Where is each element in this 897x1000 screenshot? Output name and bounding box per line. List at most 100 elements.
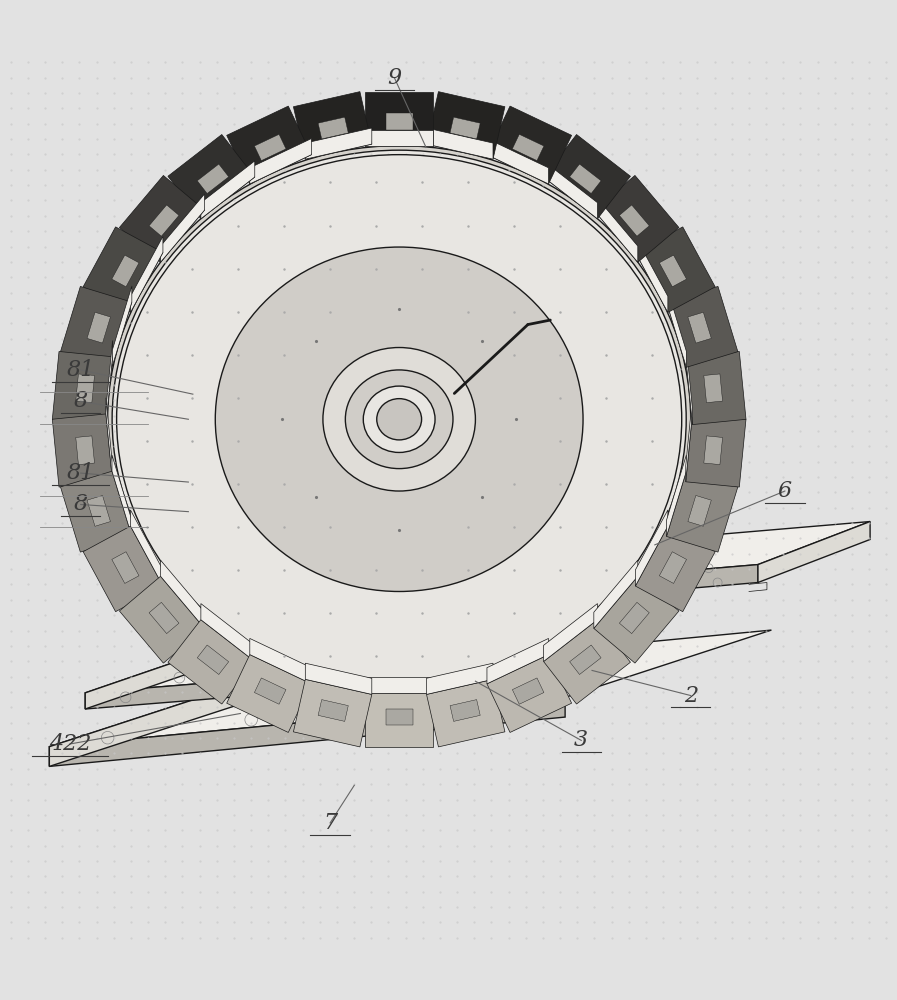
Polygon shape	[758, 522, 870, 583]
Polygon shape	[544, 620, 631, 704]
Polygon shape	[704, 374, 723, 403]
Polygon shape	[685, 341, 692, 425]
Polygon shape	[112, 552, 139, 583]
Polygon shape	[386, 709, 413, 725]
Polygon shape	[487, 638, 549, 684]
Polygon shape	[293, 679, 371, 747]
Polygon shape	[85, 639, 242, 709]
Polygon shape	[427, 663, 493, 694]
Polygon shape	[594, 175, 679, 262]
Text: 8: 8	[74, 390, 88, 412]
Polygon shape	[594, 194, 638, 262]
Polygon shape	[594, 560, 638, 628]
Polygon shape	[487, 655, 571, 732]
Polygon shape	[249, 139, 311, 184]
Polygon shape	[112, 455, 132, 536]
Polygon shape	[255, 678, 286, 704]
Polygon shape	[119, 175, 205, 262]
Polygon shape	[201, 161, 255, 219]
Polygon shape	[512, 134, 544, 161]
Polygon shape	[386, 113, 413, 130]
Polygon shape	[161, 572, 265, 630]
Polygon shape	[594, 576, 679, 663]
Polygon shape	[112, 255, 139, 287]
Ellipse shape	[345, 370, 453, 469]
Polygon shape	[227, 655, 311, 732]
Polygon shape	[332, 626, 359, 692]
Text: 81: 81	[66, 462, 95, 484]
Polygon shape	[666, 471, 738, 552]
Polygon shape	[112, 286, 132, 367]
Ellipse shape	[117, 155, 682, 684]
Polygon shape	[570, 645, 601, 674]
Polygon shape	[427, 128, 493, 159]
Polygon shape	[462, 565, 758, 608]
Ellipse shape	[323, 348, 475, 491]
Polygon shape	[161, 543, 614, 608]
Polygon shape	[85, 617, 520, 693]
Polygon shape	[365, 677, 433, 693]
Polygon shape	[635, 236, 668, 312]
Polygon shape	[161, 194, 205, 262]
Polygon shape	[365, 693, 433, 747]
Polygon shape	[161, 560, 205, 628]
Text: 422: 422	[48, 733, 91, 755]
Polygon shape	[166, 529, 574, 581]
Polygon shape	[49, 679, 256, 766]
Polygon shape	[283, 636, 332, 692]
Polygon shape	[283, 626, 359, 636]
Polygon shape	[365, 130, 433, 146]
Polygon shape	[544, 604, 597, 661]
Polygon shape	[685, 414, 746, 487]
Polygon shape	[427, 92, 505, 159]
Polygon shape	[305, 663, 371, 694]
Text: 8: 8	[74, 493, 88, 515]
Polygon shape	[197, 164, 229, 194]
Polygon shape	[149, 205, 179, 236]
Ellipse shape	[377, 399, 422, 440]
Polygon shape	[487, 139, 549, 184]
Polygon shape	[544, 161, 597, 219]
Ellipse shape	[363, 386, 435, 452]
Polygon shape	[255, 134, 286, 161]
Polygon shape	[619, 602, 649, 634]
Polygon shape	[119, 576, 205, 663]
Text: 6: 6	[778, 480, 792, 502]
Ellipse shape	[363, 386, 435, 452]
Polygon shape	[685, 398, 692, 482]
Polygon shape	[293, 92, 371, 159]
Ellipse shape	[215, 247, 583, 591]
Polygon shape	[106, 398, 113, 482]
Polygon shape	[365, 92, 433, 146]
Ellipse shape	[345, 370, 453, 469]
Polygon shape	[318, 117, 348, 139]
Polygon shape	[659, 255, 686, 287]
Ellipse shape	[108, 146, 691, 693]
Polygon shape	[130, 236, 163, 312]
Ellipse shape	[377, 399, 422, 440]
Polygon shape	[450, 117, 480, 139]
Text: 81: 81	[66, 359, 95, 381]
Polygon shape	[249, 638, 311, 684]
Polygon shape	[619, 205, 649, 236]
Polygon shape	[570, 164, 601, 194]
Polygon shape	[52, 414, 113, 487]
Polygon shape	[688, 495, 711, 526]
Text: 7: 7	[323, 812, 337, 834]
Polygon shape	[161, 579, 511, 630]
Polygon shape	[487, 106, 571, 184]
Polygon shape	[635, 510, 668, 586]
Polygon shape	[427, 679, 505, 747]
Ellipse shape	[323, 348, 475, 491]
Polygon shape	[130, 510, 163, 586]
Polygon shape	[168, 135, 255, 219]
Polygon shape	[704, 436, 723, 465]
Polygon shape	[688, 312, 711, 343]
Polygon shape	[201, 604, 255, 661]
Polygon shape	[166, 554, 502, 608]
Polygon shape	[106, 341, 113, 425]
Text: 3: 3	[574, 729, 588, 751]
Polygon shape	[666, 286, 686, 367]
Text: 2: 2	[684, 685, 698, 707]
Polygon shape	[227, 106, 311, 184]
